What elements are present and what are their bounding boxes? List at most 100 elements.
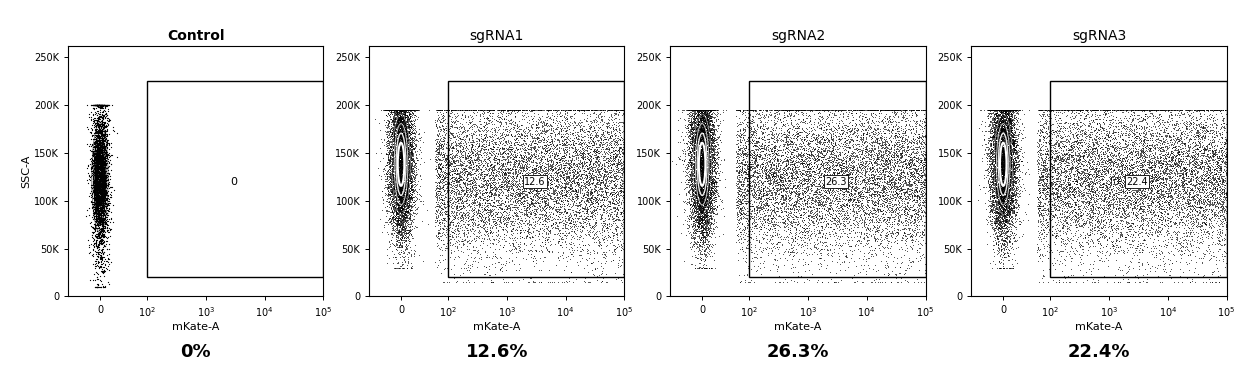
- Point: [817, 166, 836, 172]
- Point: [685, 107, 705, 113]
- Point: [429, 115, 449, 121]
- Point: [695, 129, 715, 135]
- Point: [1198, 198, 1218, 204]
- Point: [763, 218, 783, 225]
- Point: [463, 175, 483, 181]
- Point: [695, 223, 715, 229]
- Point: [1152, 191, 1172, 197]
- Point: [567, 193, 587, 199]
- Point: [994, 157, 1014, 163]
- Point: [996, 230, 1016, 236]
- Point: [991, 197, 1011, 203]
- Point: [987, 173, 1007, 179]
- Point: [989, 214, 1009, 220]
- Point: [994, 178, 1014, 184]
- Point: [87, 190, 107, 196]
- Point: [90, 127, 110, 133]
- Point: [1075, 107, 1095, 113]
- Point: [686, 128, 706, 135]
- Point: [698, 151, 717, 157]
- Point: [701, 107, 721, 113]
- Point: [999, 146, 1018, 152]
- Point: [395, 138, 415, 144]
- Point: [995, 152, 1015, 158]
- Point: [771, 209, 790, 215]
- Point: [83, 160, 103, 166]
- Point: [774, 114, 794, 120]
- Point: [1203, 182, 1223, 188]
- Point: [841, 251, 861, 257]
- Point: [1090, 231, 1110, 237]
- Point: [696, 140, 716, 146]
- Point: [83, 143, 103, 149]
- Point: [387, 158, 406, 165]
- Point: [699, 107, 719, 113]
- Point: [688, 107, 707, 113]
- Point: [698, 137, 717, 143]
- Point: [89, 259, 109, 265]
- Point: [400, 175, 420, 181]
- Point: [1118, 107, 1137, 113]
- Point: [991, 125, 1011, 131]
- Point: [823, 189, 843, 195]
- Point: [696, 163, 716, 169]
- Point: [1135, 177, 1155, 183]
- Point: [985, 158, 1005, 164]
- Point: [1054, 154, 1074, 160]
- Point: [395, 176, 415, 182]
- Point: [690, 192, 710, 198]
- Point: [1125, 144, 1145, 150]
- Point: [996, 144, 1016, 150]
- Point: [994, 206, 1014, 212]
- Point: [394, 121, 414, 127]
- Point: [87, 249, 107, 255]
- Point: [696, 264, 716, 271]
- Point: [809, 202, 829, 208]
- Point: [986, 240, 1006, 246]
- Point: [483, 175, 503, 181]
- Point: [703, 220, 722, 226]
- Point: [513, 140, 533, 146]
- Point: [1041, 179, 1061, 185]
- Point: [996, 200, 1016, 206]
- Point: [854, 222, 873, 228]
- Point: [1052, 107, 1072, 113]
- Point: [686, 194, 706, 200]
- Point: [689, 221, 709, 227]
- Point: [87, 218, 107, 224]
- Point: [388, 215, 408, 221]
- Point: [865, 181, 885, 187]
- Point: [831, 203, 851, 209]
- Point: [545, 107, 565, 113]
- Point: [996, 107, 1016, 113]
- Point: [1182, 169, 1202, 175]
- Point: [494, 184, 514, 190]
- Point: [748, 138, 768, 144]
- Point: [871, 258, 891, 264]
- Point: [750, 214, 769, 220]
- Point: [396, 107, 416, 113]
- Point: [763, 127, 783, 133]
- Point: [95, 200, 115, 206]
- Point: [798, 180, 818, 187]
- Point: [873, 198, 893, 204]
- Point: [987, 174, 1007, 180]
- Point: [392, 157, 411, 163]
- Point: [1088, 146, 1108, 152]
- Point: [1108, 131, 1127, 137]
- Point: [1094, 107, 1114, 113]
- Point: [1099, 113, 1119, 119]
- Point: [777, 188, 797, 194]
- Point: [696, 228, 716, 234]
- Point: [810, 169, 830, 176]
- Point: [1000, 150, 1020, 156]
- Point: [689, 184, 709, 190]
- Point: [691, 138, 711, 144]
- Point: [398, 107, 418, 113]
- Point: [465, 227, 484, 233]
- Point: [688, 192, 707, 198]
- Point: [89, 225, 109, 231]
- Point: [517, 155, 536, 161]
- Point: [457, 162, 477, 168]
- Point: [994, 107, 1014, 113]
